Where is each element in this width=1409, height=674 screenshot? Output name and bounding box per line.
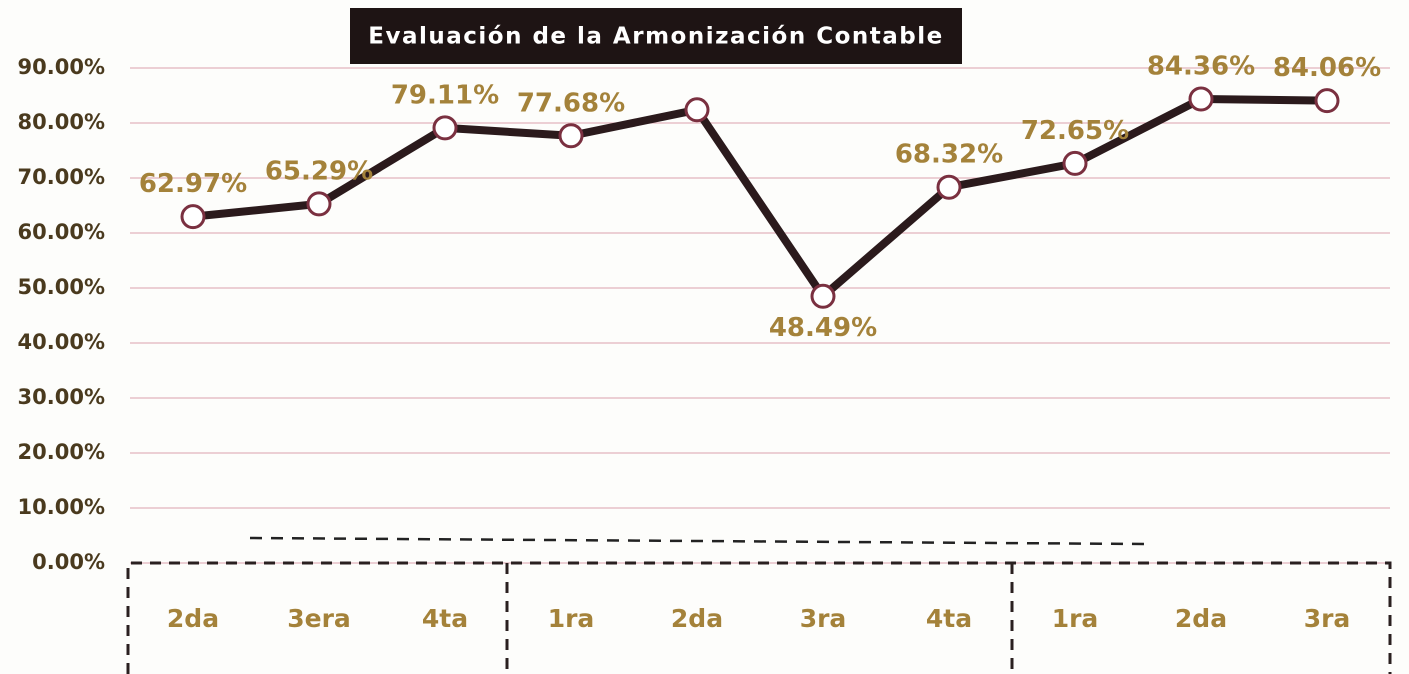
- grid: 0.00% 10.00% 20.00% 30.00% 40.00% 50.00% 60.00…: [18, 55, 1390, 574]
- y-tick-label: 70.00%: [18, 165, 105, 189]
- marker: [1188, 86, 1214, 112]
- x-tick-label: 2da: [1175, 604, 1227, 633]
- title-box: [350, 8, 962, 64]
- marker: [306, 191, 332, 217]
- data-label: 84.06%: [1273, 53, 1381, 83]
- x-tick-label: 3ra: [800, 604, 847, 633]
- marker: [684, 97, 710, 123]
- y-tick-label: 90.00%: [18, 55, 105, 79]
- y-tick-label: 30.00%: [18, 385, 105, 409]
- marker: [810, 283, 836, 309]
- x-tick-label: 1ra: [1052, 604, 1099, 633]
- x-tick-label: 2da: [671, 604, 723, 633]
- marker: [558, 123, 584, 149]
- x-tick-label: 4ta: [422, 604, 468, 633]
- y-tick-label: 40.00%: [18, 330, 105, 354]
- line: [192, 95, 1328, 301]
- y-tick-label: 10.00%: [18, 495, 105, 519]
- chart-title: Evaluación de la Armonización Contable: [368, 24, 943, 50]
- y-tick-label: 20.00%: [18, 440, 105, 464]
- data-label: 65.29%: [265, 156, 373, 186]
- y-tick-label: 80.00%: [18, 110, 105, 134]
- x-tick-label: 1ra: [548, 604, 595, 633]
- y-tick-label: 50.00%: [18, 275, 105, 299]
- y-tick-label: 60.00%: [18, 220, 105, 244]
- x-tick-label: 4ta: [926, 604, 972, 633]
- x-tick-label: 3ra: [1304, 604, 1351, 633]
- data-label: 84.36%: [1147, 52, 1255, 82]
- plot: 2da 3era 4ta 1ra 2da 3ra 4ta 1ra 2da 3ra 62.97% 65.…: [139, 52, 1381, 633]
- data-label: 62.97%: [139, 169, 247, 199]
- marker: [180, 204, 206, 230]
- marker: [936, 174, 962, 200]
- marker: [1062, 150, 1088, 176]
- group-boxes: [126, 561, 1392, 674]
- data-label: 79.11%: [391, 80, 499, 110]
- dashed-line: [249, 536, 1146, 546]
- marker: [1314, 88, 1340, 114]
- data-label: 77.68%: [517, 88, 625, 118]
- x-tick-label: 2da: [167, 604, 219, 633]
- data-label: 48.49%: [769, 313, 877, 343]
- y-tick-label: 0.00%: [32, 550, 105, 574]
- data-label: 68.32%: [895, 140, 1003, 170]
- data-label: 72.65%: [1021, 116, 1129, 146]
- marker: [432, 115, 458, 141]
- x-tick-label: 3era: [287, 604, 351, 633]
